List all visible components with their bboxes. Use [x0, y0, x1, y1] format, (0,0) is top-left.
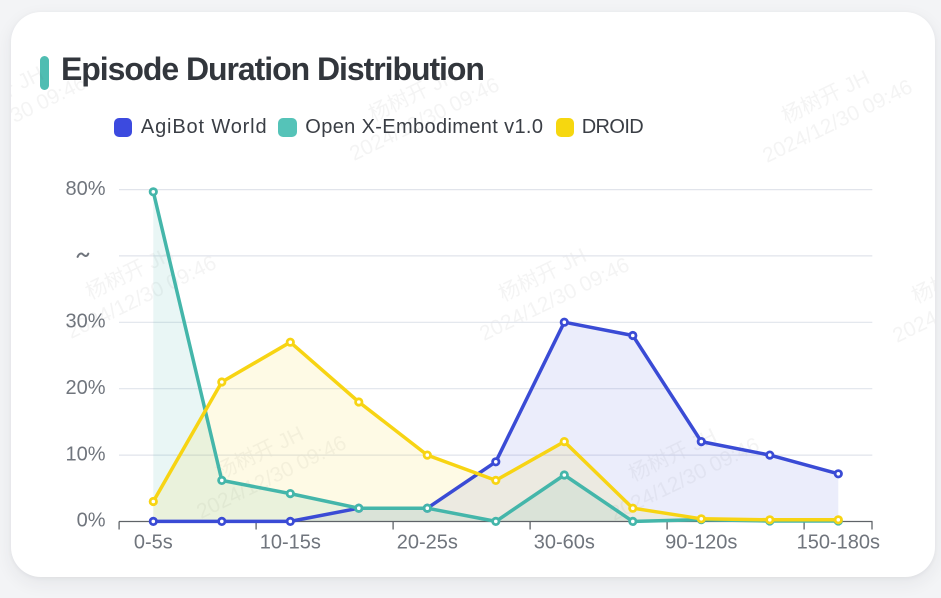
- svg-text:0-5s: 0-5s: [134, 531, 173, 553]
- svg-text:10-15s: 10-15s: [260, 531, 321, 553]
- svg-text:20%: 20%: [65, 377, 105, 399]
- svg-text:90-120s: 90-120s: [665, 531, 737, 553]
- svg-text:20-25s: 20-25s: [397, 531, 458, 553]
- svg-text:0%: 0%: [77, 510, 106, 532]
- svg-text:150-180s: 150-180s: [797, 531, 880, 553]
- svg-text:10%: 10%: [65, 443, 105, 465]
- svg-text:30%: 30%: [65, 311, 105, 333]
- svg-text:80%: 80%: [65, 178, 105, 200]
- svg-text:30-60s: 30-60s: [534, 531, 595, 553]
